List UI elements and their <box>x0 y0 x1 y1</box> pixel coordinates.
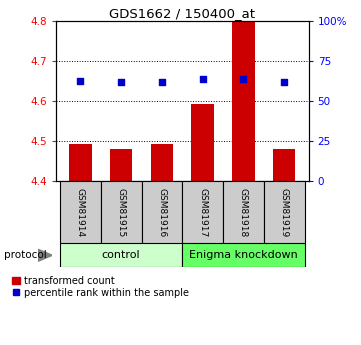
Bar <box>273 149 295 181</box>
Bar <box>101 181 142 243</box>
Text: GSM81914: GSM81914 <box>76 188 85 237</box>
Text: control: control <box>102 250 140 260</box>
Text: GSM81915: GSM81915 <box>117 188 126 237</box>
Bar <box>264 181 305 243</box>
Text: GSM81916: GSM81916 <box>157 188 166 237</box>
Title: GDS1662 / 150400_at: GDS1662 / 150400_at <box>109 7 255 20</box>
Text: GSM81918: GSM81918 <box>239 188 248 237</box>
Bar <box>223 181 264 243</box>
Point <box>78 78 83 83</box>
Point <box>159 79 165 85</box>
Text: GSM81917: GSM81917 <box>198 188 207 237</box>
Bar <box>142 181 182 243</box>
Text: protocol: protocol <box>4 250 46 260</box>
Polygon shape <box>38 249 52 262</box>
Legend: transformed count, percentile rank within the sample: transformed count, percentile rank withi… <box>12 276 189 298</box>
Point <box>118 80 124 85</box>
Bar <box>69 144 92 181</box>
Point <box>240 77 246 82</box>
Text: GSM81919: GSM81919 <box>280 188 289 237</box>
Bar <box>60 243 182 267</box>
Text: Enigma knockdown: Enigma knockdown <box>189 250 298 260</box>
Bar <box>151 144 173 181</box>
Bar <box>182 243 305 267</box>
Point <box>200 77 205 82</box>
Bar <box>191 104 214 181</box>
Point <box>281 79 287 85</box>
Bar <box>232 21 255 181</box>
Bar <box>110 149 132 181</box>
Bar <box>60 181 101 243</box>
Bar <box>182 181 223 243</box>
